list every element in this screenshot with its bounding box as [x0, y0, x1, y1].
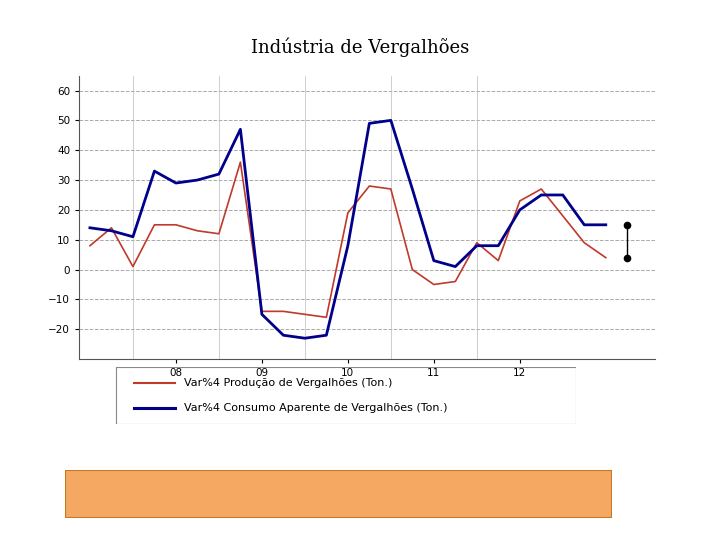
Text: Faturamento real cresce a 14%, produção cresce a 3%: Faturamento real cresce a 14%, produção …: [117, 487, 560, 502]
Text: Var%4 Consumo Aparente de Vergalhões (Ton.): Var%4 Consumo Aparente de Vergalhões (To…: [184, 403, 448, 413]
Text: Indústria de Vergalhões: Indústria de Vergalhões: [251, 37, 469, 57]
Text: Var%4 Produção de Vergalhões (Ton.): Var%4 Produção de Vergalhões (Ton.): [184, 378, 392, 388]
FancyBboxPatch shape: [65, 470, 612, 518]
